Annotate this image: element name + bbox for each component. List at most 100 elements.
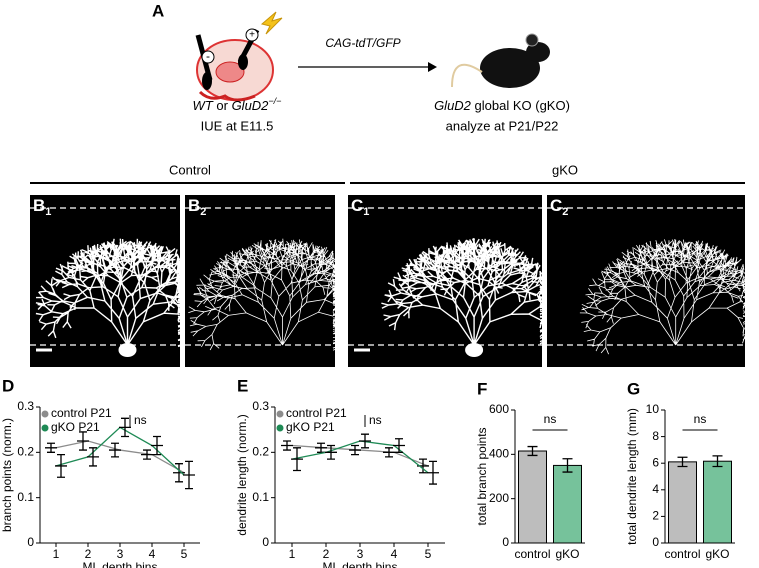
dendrite-tree (188, 238, 370, 351)
y-tick-label: 0.1 (17, 490, 34, 504)
error-bar (562, 458, 573, 473)
error-bar (677, 456, 688, 468)
x-tick-label: gKO (705, 547, 729, 561)
legend-marker (41, 424, 49, 432)
gko-text: GluD2 global KO (gKO) (434, 98, 570, 113)
error-bar (383, 447, 395, 458)
superscript: −/− (268, 96, 281, 106)
y-tick-label: 8 (652, 429, 659, 443)
error-bar (151, 435, 163, 456)
x-tick-label: 4 (391, 547, 398, 561)
gene: GluD2 (434, 98, 472, 113)
panel-letter: C (550, 196, 562, 215)
x-axis-label: ML depth bins (83, 560, 158, 568)
error-bar (45, 442, 57, 453)
svg-text:-: - (206, 49, 210, 63)
panel-label: F (477, 379, 487, 398)
annotation: ns (134, 413, 147, 427)
error-bar (141, 449, 153, 460)
panel-label: D (2, 376, 14, 395)
group-header: gKO (552, 162, 578, 177)
y-tick-label: 0.2 (17, 445, 34, 459)
y-tick-label: 0 (502, 535, 509, 549)
y-tick-label: 0.3 (252, 399, 269, 413)
x-tick-label: 4 (149, 547, 156, 561)
annotation: ns (369, 413, 382, 427)
x-tick-label: control (664, 547, 700, 561)
dendrite-tree (381, 237, 562, 346)
x-tick-label: 1 (289, 547, 296, 561)
y-tick-label: 10 (646, 402, 660, 416)
x-tick-label: control (514, 547, 550, 561)
error-bar (393, 438, 405, 453)
bar (553, 464, 582, 544)
y-axis-label: total dendrite length (mm) (625, 408, 639, 545)
x-tick-label: 1 (53, 547, 60, 561)
y-tick-label: 0 (27, 535, 34, 549)
error-bar (712, 455, 723, 468)
group-header: Control (169, 162, 211, 177)
annotation: ns (544, 412, 557, 426)
legend-label: gKO P21 (51, 420, 100, 434)
y-tick-label: 600 (489, 402, 509, 416)
x-tick-label: 5 (181, 547, 188, 561)
x-tick-label: 3 (117, 547, 124, 561)
error-bar (183, 460, 195, 490)
y-tick-label: 0.3 (17, 399, 34, 413)
x-tick-label: 2 (85, 547, 92, 561)
y-tick-label: 0.1 (252, 490, 269, 504)
schematic: - + (195, 11, 550, 102)
panel-label: B1 (33, 196, 51, 217)
y-tick-label: 4 (652, 482, 659, 496)
panel-subscript: 1 (45, 206, 51, 218)
legend-label: control P21 (286, 406, 347, 420)
y-tick-label: 400 (489, 447, 509, 461)
error-bar (349, 444, 361, 456)
error-bar (173, 463, 185, 483)
legend-label: control P21 (51, 406, 112, 420)
legend-label: gKO P21 (286, 420, 335, 434)
panel-label: C1 (351, 196, 369, 217)
svg-text:+: + (249, 30, 255, 41)
annotation: ns (694, 412, 707, 426)
y-axis-label: branch points (norm.) (0, 418, 14, 532)
genotype: GluD2 (232, 98, 270, 113)
error-bar (119, 417, 131, 438)
panel-subscript: 2 (200, 206, 206, 218)
panel-label: A (152, 1, 164, 20)
soma (118, 343, 137, 357)
bar (518, 450, 547, 544)
error-bar (417, 458, 429, 474)
y-axis-label: total branch points (475, 427, 489, 525)
soma (465, 343, 484, 357)
or: or (213, 98, 232, 113)
panel-label: E (237, 376, 248, 395)
y-tick-label: 200 (489, 491, 509, 505)
error-bar (315, 442, 327, 453)
y-tick-label: 0 (262, 535, 269, 549)
error-bar (427, 460, 439, 485)
legend-marker (276, 424, 284, 432)
error-bar (77, 431, 89, 451)
error-bar (325, 444, 337, 460)
arrow-label: CAG-tdT/GFP (325, 36, 400, 50)
panel-label: G (627, 379, 640, 398)
x-tick-label: gKO (555, 547, 579, 561)
y-tick-label: 6 (652, 455, 659, 469)
x-axis-label: ML depth bins (323, 560, 398, 568)
legend-marker (41, 410, 49, 418)
gko-rest: global KO (gKO) (471, 98, 570, 113)
micrograph (547, 195, 745, 367)
y-tick-label: 0.2 (252, 445, 269, 459)
panel-letter: C (351, 196, 363, 215)
analyze-text: analyze at P21/P22 (446, 118, 559, 133)
panel-label: B2 (188, 196, 206, 217)
y-tick-label: 0 (652, 535, 659, 549)
error-bar (527, 445, 538, 457)
genotype: WT (193, 98, 214, 113)
y-axis-label: dendrite length (norm.) (235, 414, 249, 535)
dendrite-tree (579, 238, 759, 355)
error-bar (291, 447, 303, 472)
legend-marker (276, 410, 284, 418)
series-line (291, 440, 429, 474)
